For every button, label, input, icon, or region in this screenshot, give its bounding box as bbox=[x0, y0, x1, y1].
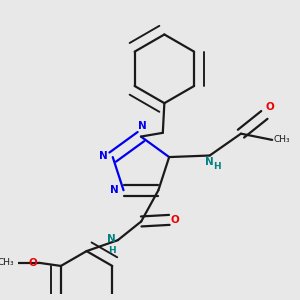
Text: H: H bbox=[108, 246, 115, 255]
Text: O: O bbox=[29, 258, 38, 268]
Text: N: N bbox=[206, 157, 214, 167]
Text: H: H bbox=[214, 162, 221, 171]
Text: N: N bbox=[138, 121, 147, 131]
Text: N: N bbox=[106, 234, 115, 244]
Text: CH₃: CH₃ bbox=[0, 258, 14, 267]
Text: CH₃: CH₃ bbox=[274, 135, 290, 144]
Text: O: O bbox=[171, 215, 180, 225]
Text: N: N bbox=[110, 185, 119, 195]
Text: O: O bbox=[266, 102, 275, 112]
Text: N: N bbox=[99, 151, 108, 160]
